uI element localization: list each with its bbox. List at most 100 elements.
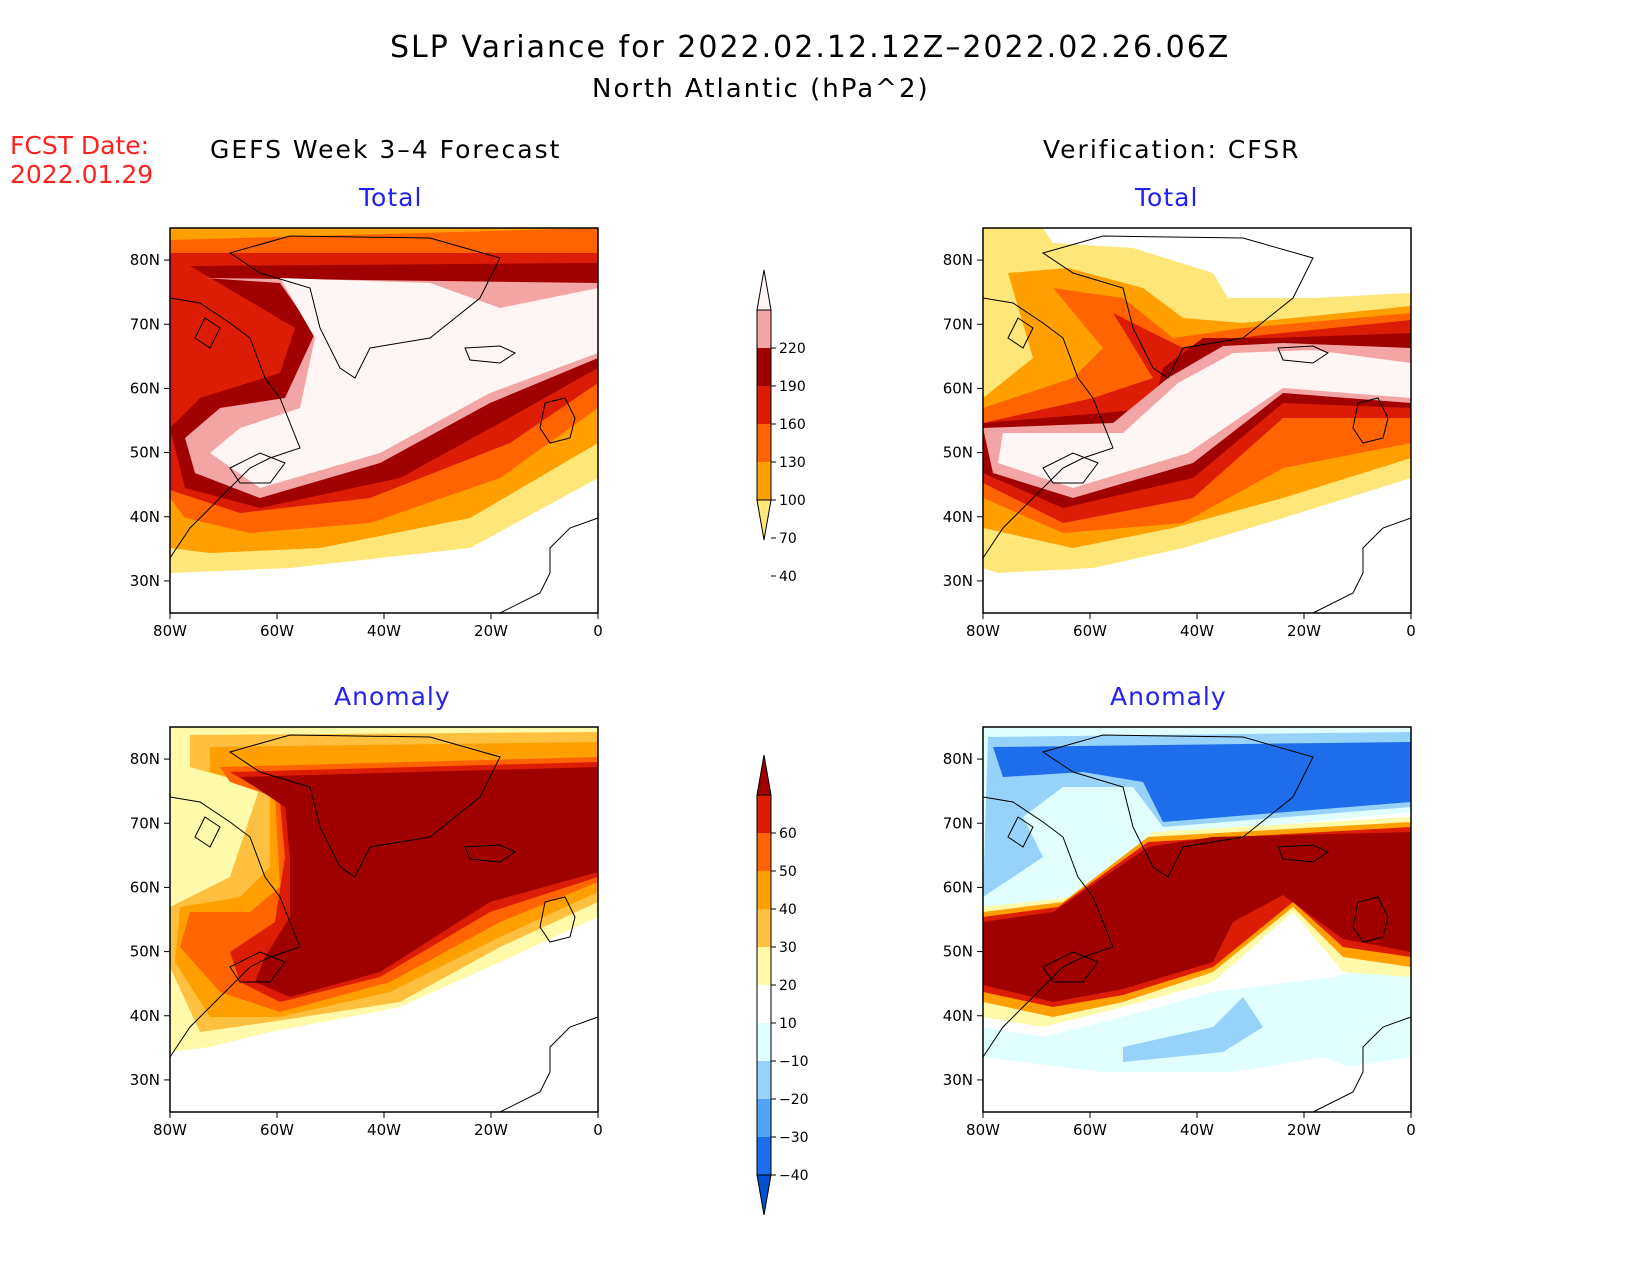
y-tick-label: 80N bbox=[943, 750, 973, 768]
colorbar-segment bbox=[757, 1061, 771, 1099]
colorbar-label: −20 bbox=[779, 1092, 809, 1108]
colorbar-label: −40 bbox=[779, 1168, 809, 1184]
colorbar-top-arrow bbox=[756, 269, 772, 311]
y-tick-label: 80N bbox=[130, 750, 160, 768]
colorbar-label: 190 bbox=[779, 379, 806, 395]
map-verification-total: 80W 60W 40W 20W 0 30N 40N 50N 60N 70N 80N bbox=[943, 227, 1416, 640]
y-tick-label: 30N bbox=[130, 1071, 160, 1089]
colorbar-label: 220 bbox=[779, 341, 806, 357]
coastline bbox=[1007, 816, 1034, 848]
y-tick-label: 40N bbox=[130, 508, 160, 526]
coastline bbox=[1352, 397, 1389, 444]
coastline bbox=[539, 397, 576, 444]
y-tick-label: 50N bbox=[943, 444, 973, 462]
panel-label-verif-total: Total bbox=[1135, 183, 1199, 212]
colorbar-segment bbox=[757, 985, 771, 1023]
colorbar-label: 30 bbox=[779, 940, 797, 956]
map-verification-anomaly: 80W 60W 40W 20W 0 30N 40N 50N 60N 70N 80N bbox=[943, 726, 1416, 1139]
colorbar-segment bbox=[757, 1023, 771, 1061]
y-tick-label: 50N bbox=[943, 943, 973, 961]
y-tick-label: 40N bbox=[130, 1007, 160, 1025]
colorbar-segment bbox=[757, 833, 771, 871]
x-tick-label: 80W bbox=[966, 1121, 1000, 1139]
colorbar-segment bbox=[757, 348, 771, 386]
x-tick-label: 80W bbox=[153, 1121, 187, 1139]
y-tick-label: 70N bbox=[130, 315, 160, 333]
x-tick-label: 20W bbox=[1287, 622, 1321, 640]
x-tick-label: 40W bbox=[367, 1121, 401, 1139]
colorbar-label: 20 bbox=[779, 978, 797, 994]
coastline bbox=[464, 345, 517, 364]
colorbar-segment bbox=[757, 1099, 771, 1137]
page-subtitle: North Atlantic (hPa^2) bbox=[592, 74, 930, 104]
panel-label-fcst-total: Total bbox=[359, 183, 423, 212]
colorbar-bottom-arrow bbox=[756, 1174, 772, 1215]
colorbar-segment bbox=[757, 795, 771, 833]
coastline bbox=[499, 517, 599, 614]
coastline bbox=[228, 734, 501, 878]
colorbar-segment bbox=[757, 424, 771, 462]
coastline bbox=[1312, 1016, 1412, 1113]
x-tick-label: 20W bbox=[474, 622, 508, 640]
y-tick-label: 30N bbox=[130, 572, 160, 590]
colorbar-segment bbox=[757, 386, 771, 424]
contour-band bbox=[210, 278, 598, 488]
x-tick-label: 80W bbox=[153, 622, 187, 640]
colorbar-label: 70 bbox=[779, 531, 797, 547]
map-forecast-total: 80W 60W 40W 20W 0 30N 40N 50N 60N 70N 80N bbox=[130, 227, 603, 640]
colorbar-label: 10 bbox=[779, 1016, 797, 1032]
contour-band bbox=[993, 742, 1411, 822]
coastline bbox=[982, 796, 1114, 1058]
colorbar-label: 60 bbox=[779, 826, 797, 842]
coastline bbox=[1041, 235, 1314, 379]
colorbar-label: 160 bbox=[779, 417, 806, 433]
fcst-date-value: 2022.01.29 bbox=[10, 160, 154, 189]
contour-band bbox=[240, 767, 598, 997]
colorbar-frame bbox=[756, 309, 772, 501]
x-tick-label: 60W bbox=[1073, 622, 1107, 640]
colorbar-label: 40 bbox=[779, 569, 797, 585]
coastline bbox=[194, 816, 221, 848]
contour-band bbox=[1203, 1057, 1363, 1082]
panel-label-verif-anomaly: Anomaly bbox=[1110, 682, 1227, 711]
colorbar-segment bbox=[757, 310, 771, 348]
y-tick-label: 40N bbox=[943, 508, 973, 526]
y-tick-label: 80N bbox=[943, 251, 973, 269]
colorbar-total: 40 70 100 130 160 190 220 bbox=[756, 269, 806, 585]
panel-label-fcst-anomaly: Anomaly bbox=[334, 682, 451, 711]
coastline bbox=[194, 317, 221, 349]
y-tick-label: 70N bbox=[130, 814, 160, 832]
coastline bbox=[1352, 896, 1389, 943]
x-tick-label: 40W bbox=[1180, 622, 1214, 640]
y-tick-label: 60N bbox=[130, 878, 160, 896]
x-tick-label: 0 bbox=[1406, 1121, 1416, 1139]
y-tick-label: 70N bbox=[943, 814, 973, 832]
y-tick-label: 30N bbox=[943, 1071, 973, 1089]
colorbar-label: 130 bbox=[779, 455, 806, 471]
contour-band bbox=[1123, 997, 1263, 1062]
coastline bbox=[499, 1016, 599, 1113]
map-forecast-anomaly: 80W 60W 40W 20W 0 30N 40N 50N 60N 70N 80N bbox=[130, 726, 603, 1139]
coastline bbox=[1042, 452, 1099, 484]
x-tick-label: 60W bbox=[260, 622, 294, 640]
y-tick-label: 70N bbox=[943, 315, 973, 333]
coastline bbox=[1277, 844, 1330, 863]
coastline bbox=[1312, 517, 1412, 614]
contour-band bbox=[983, 832, 1411, 1002]
y-tick-label: 60N bbox=[130, 379, 160, 397]
colorbar-top-arrow bbox=[756, 755, 772, 796]
colorbar-label: −30 bbox=[779, 1130, 809, 1146]
colorbar-anomaly: −40 −30 −20 −10 10 20 30 40 50 60 bbox=[756, 755, 809, 1215]
coastline bbox=[228, 235, 501, 379]
y-tick-label: 60N bbox=[943, 878, 973, 896]
x-tick-label: 40W bbox=[1180, 1121, 1214, 1139]
coastline bbox=[229, 951, 286, 983]
y-tick-label: 50N bbox=[130, 444, 160, 462]
y-tick-label: 50N bbox=[130, 943, 160, 961]
colorbar-label: 50 bbox=[779, 864, 797, 880]
x-tick-label: 0 bbox=[593, 1121, 603, 1139]
coastline bbox=[229, 452, 286, 484]
coastline bbox=[539, 896, 576, 943]
x-tick-label: 80W bbox=[966, 622, 1000, 640]
coastline bbox=[1041, 734, 1314, 878]
